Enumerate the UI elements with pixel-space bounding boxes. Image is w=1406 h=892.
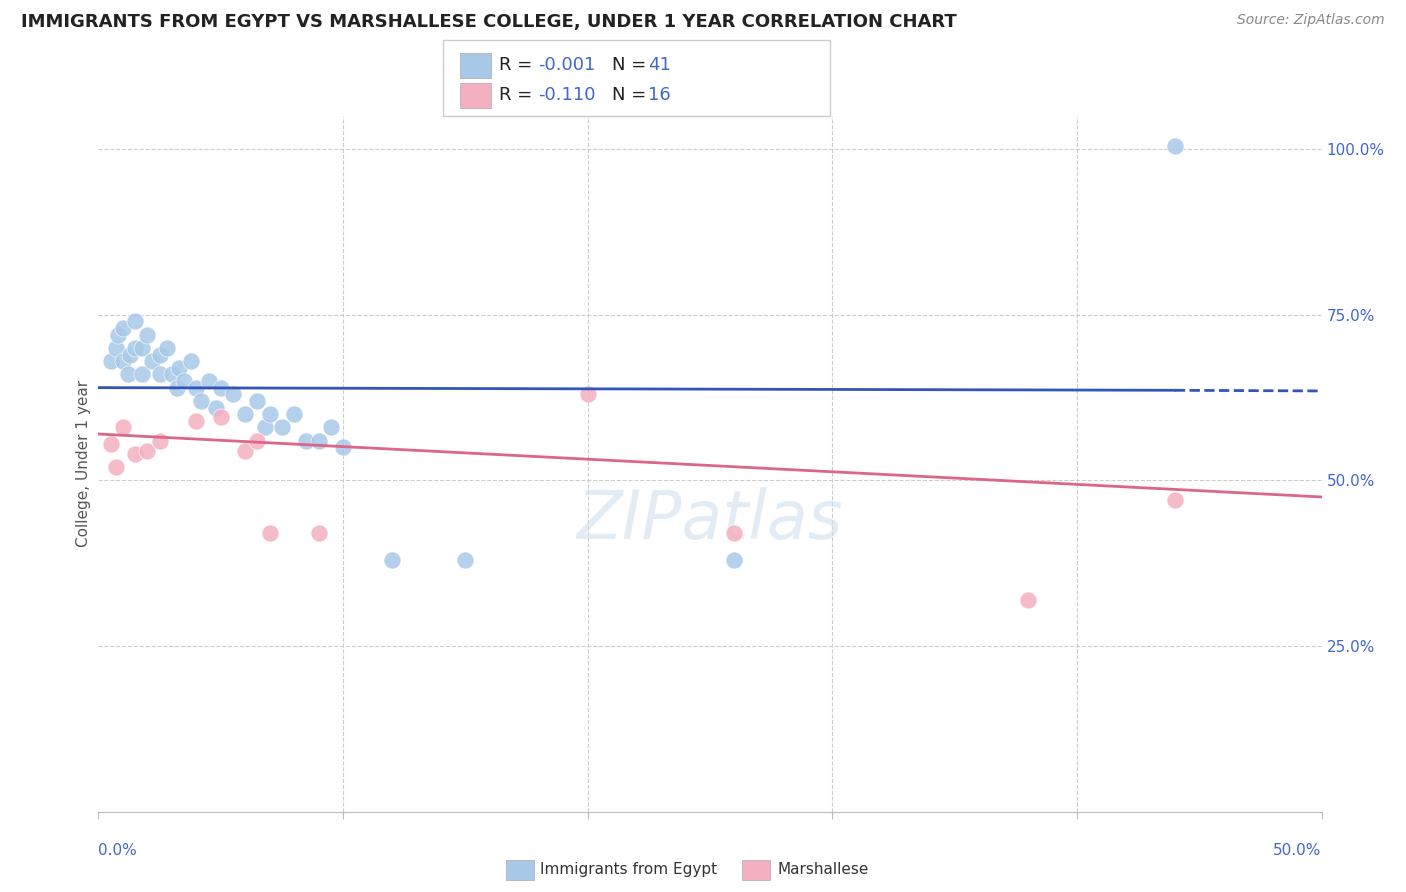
Text: 16: 16 [648, 87, 671, 104]
Point [190, 393, 212, 408]
Point [246, 434, 269, 448]
Point [1164, 493, 1187, 508]
Point [160, 368, 183, 382]
Point [141, 354, 163, 368]
Point [100, 437, 122, 451]
Point [576, 387, 599, 401]
Point [295, 434, 318, 448]
Text: R =: R = [499, 87, 538, 104]
Point [156, 341, 179, 355]
Point [209, 410, 232, 425]
Point [205, 401, 228, 415]
Point [131, 341, 153, 355]
Text: ZIPatlas: ZIPatlas [576, 486, 844, 552]
Point [124, 341, 146, 355]
Point [136, 327, 159, 342]
Point [270, 420, 294, 434]
Point [1017, 592, 1039, 607]
Point [131, 368, 153, 382]
Point [723, 526, 745, 541]
Point [166, 381, 188, 395]
Text: N =: N = [612, 56, 651, 74]
Point [111, 321, 134, 335]
Text: N =: N = [612, 87, 651, 104]
Point [104, 460, 127, 475]
Text: R =: R = [499, 56, 538, 74]
Point [124, 314, 146, 328]
Point [186, 414, 208, 428]
Point [222, 387, 245, 401]
Text: 0.0%: 0.0% [98, 843, 138, 858]
Point [111, 354, 134, 368]
Point [209, 381, 232, 395]
Text: 50.0%: 50.0% [1274, 843, 1322, 858]
Point [283, 407, 305, 421]
Point [259, 407, 281, 421]
Point [308, 526, 330, 541]
Y-axis label: College, Under 1 year: College, Under 1 year [76, 380, 91, 548]
Point [107, 327, 129, 342]
Point [253, 420, 276, 434]
Point [308, 434, 330, 448]
Point [149, 434, 172, 448]
Point [381, 553, 404, 567]
Point [259, 526, 281, 541]
Point [319, 420, 342, 434]
Point [197, 374, 219, 388]
Point [120, 347, 142, 361]
Text: Marshallese: Marshallese [778, 863, 869, 877]
Text: IMMIGRANTS FROM EGYPT VS MARSHALLESE COLLEGE, UNDER 1 YEAR CORRELATION CHART: IMMIGRANTS FROM EGYPT VS MARSHALLESE COL… [21, 13, 957, 31]
Point [149, 347, 172, 361]
Point [186, 381, 208, 395]
Point [104, 341, 127, 355]
Point [332, 440, 354, 454]
Point [100, 354, 122, 368]
Point [136, 443, 159, 458]
Text: Source: ZipAtlas.com: Source: ZipAtlas.com [1237, 13, 1385, 28]
Point [233, 407, 256, 421]
Text: -0.001: -0.001 [538, 56, 596, 74]
Point [180, 354, 202, 368]
Point [233, 443, 256, 458]
Point [246, 393, 269, 408]
Point [173, 374, 195, 388]
Text: 41: 41 [648, 56, 671, 74]
Point [124, 447, 146, 461]
Point [1164, 138, 1187, 153]
Point [117, 368, 139, 382]
Point [167, 360, 190, 375]
Point [111, 420, 134, 434]
Text: -0.110: -0.110 [538, 87, 596, 104]
Point [149, 368, 172, 382]
Text: Immigrants from Egypt: Immigrants from Egypt [540, 863, 717, 877]
Point [723, 553, 745, 567]
Point [454, 553, 477, 567]
